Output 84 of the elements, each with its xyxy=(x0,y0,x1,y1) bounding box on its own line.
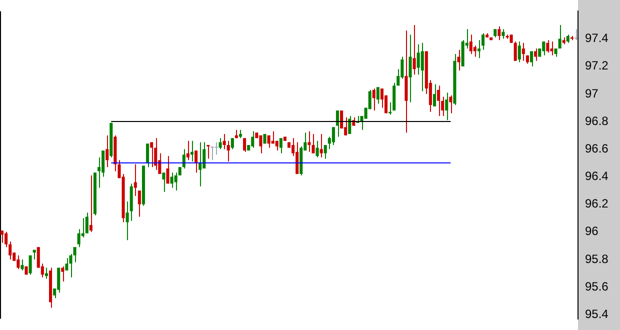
candlestick xyxy=(445,92,448,121)
y-tick-label: 97.4 xyxy=(585,31,609,46)
candlestick xyxy=(222,133,226,150)
candlestick xyxy=(534,48,538,62)
candlestick xyxy=(16,254,20,270)
candlestick xyxy=(106,134,109,168)
candlestick xyxy=(267,134,270,148)
candlestick xyxy=(518,41,521,63)
candlestick xyxy=(320,133,323,158)
candlestick xyxy=(530,50,534,67)
candlestick xyxy=(432,84,436,107)
candlestick xyxy=(449,94,452,114)
y-tick-label: 95.4 xyxy=(585,306,609,321)
candlestick xyxy=(372,88,376,112)
candlestick xyxy=(348,116,352,134)
candlestick xyxy=(77,228,80,248)
candlestick xyxy=(469,34,472,54)
candlestick xyxy=(558,24,562,49)
candlestick xyxy=(186,140,190,161)
candlestick xyxy=(324,144,327,160)
y-tick-label: 96.4 xyxy=(585,169,609,184)
candlestick xyxy=(61,266,64,282)
candlestick xyxy=(574,28,578,41)
candlestick xyxy=(210,146,214,161)
candlestick xyxy=(296,142,299,174)
candlestick xyxy=(312,133,315,154)
candlestick xyxy=(316,140,319,158)
candlestick xyxy=(502,28,505,40)
candlestick xyxy=(162,172,166,192)
candlestick xyxy=(126,201,129,241)
candlestick xyxy=(376,86,380,104)
candlestick xyxy=(473,45,476,58)
candlestick xyxy=(230,138,234,150)
candlestick xyxy=(226,140,230,162)
candlestick xyxy=(194,150,198,174)
candlestick xyxy=(420,42,424,92)
candlestick xyxy=(146,143,150,168)
candlestick xyxy=(498,26,501,41)
candlestick xyxy=(251,130,254,148)
candlestick xyxy=(214,142,218,156)
y-tick-label: 96.6 xyxy=(585,141,609,156)
y-tick-label: 97 xyxy=(585,86,599,100)
candlestick xyxy=(28,254,32,276)
candlestick xyxy=(408,34,412,103)
candlestick xyxy=(457,49,460,72)
candlestick xyxy=(138,190,141,218)
candlestick xyxy=(416,44,420,76)
candlestick xyxy=(154,138,158,170)
candlestick xyxy=(170,172,174,188)
y-tick-label: 96 xyxy=(585,224,599,238)
candlestick xyxy=(190,140,194,162)
candlestick xyxy=(332,126,335,146)
candlestick xyxy=(542,41,546,56)
y-tick-label: 97.2 xyxy=(585,58,609,73)
candlestick xyxy=(166,156,170,184)
candlestick xyxy=(218,138,222,150)
y-tick-label: 96.2 xyxy=(585,196,609,211)
y-tick-label: 95.6 xyxy=(585,279,609,294)
candlestick xyxy=(198,142,202,187)
candlestick xyxy=(65,258,68,272)
candlestick xyxy=(134,164,137,197)
candlestick xyxy=(150,142,154,168)
y-tick-label: 95.8 xyxy=(585,252,609,266)
candlestick xyxy=(85,212,88,234)
candlestick xyxy=(522,42,525,62)
candlestick xyxy=(20,258,24,272)
candlestick xyxy=(437,85,440,117)
candlestick xyxy=(546,40,550,54)
candlestick xyxy=(279,138,282,154)
candlestick xyxy=(89,174,92,232)
candlestick xyxy=(412,24,416,76)
y-tick-label: 96.8 xyxy=(585,114,609,128)
candlestick xyxy=(0,230,4,244)
candlestick xyxy=(206,144,210,160)
candlestick xyxy=(271,130,274,144)
candlestick xyxy=(44,267,48,280)
candlestick xyxy=(243,138,246,152)
candlestick xyxy=(308,130,311,152)
candlestick xyxy=(550,41,554,56)
candlestick xyxy=(336,110,340,138)
candlestick xyxy=(514,41,517,62)
candlestick xyxy=(57,267,60,294)
candlestick xyxy=(259,134,262,154)
candlestick xyxy=(182,148,186,169)
